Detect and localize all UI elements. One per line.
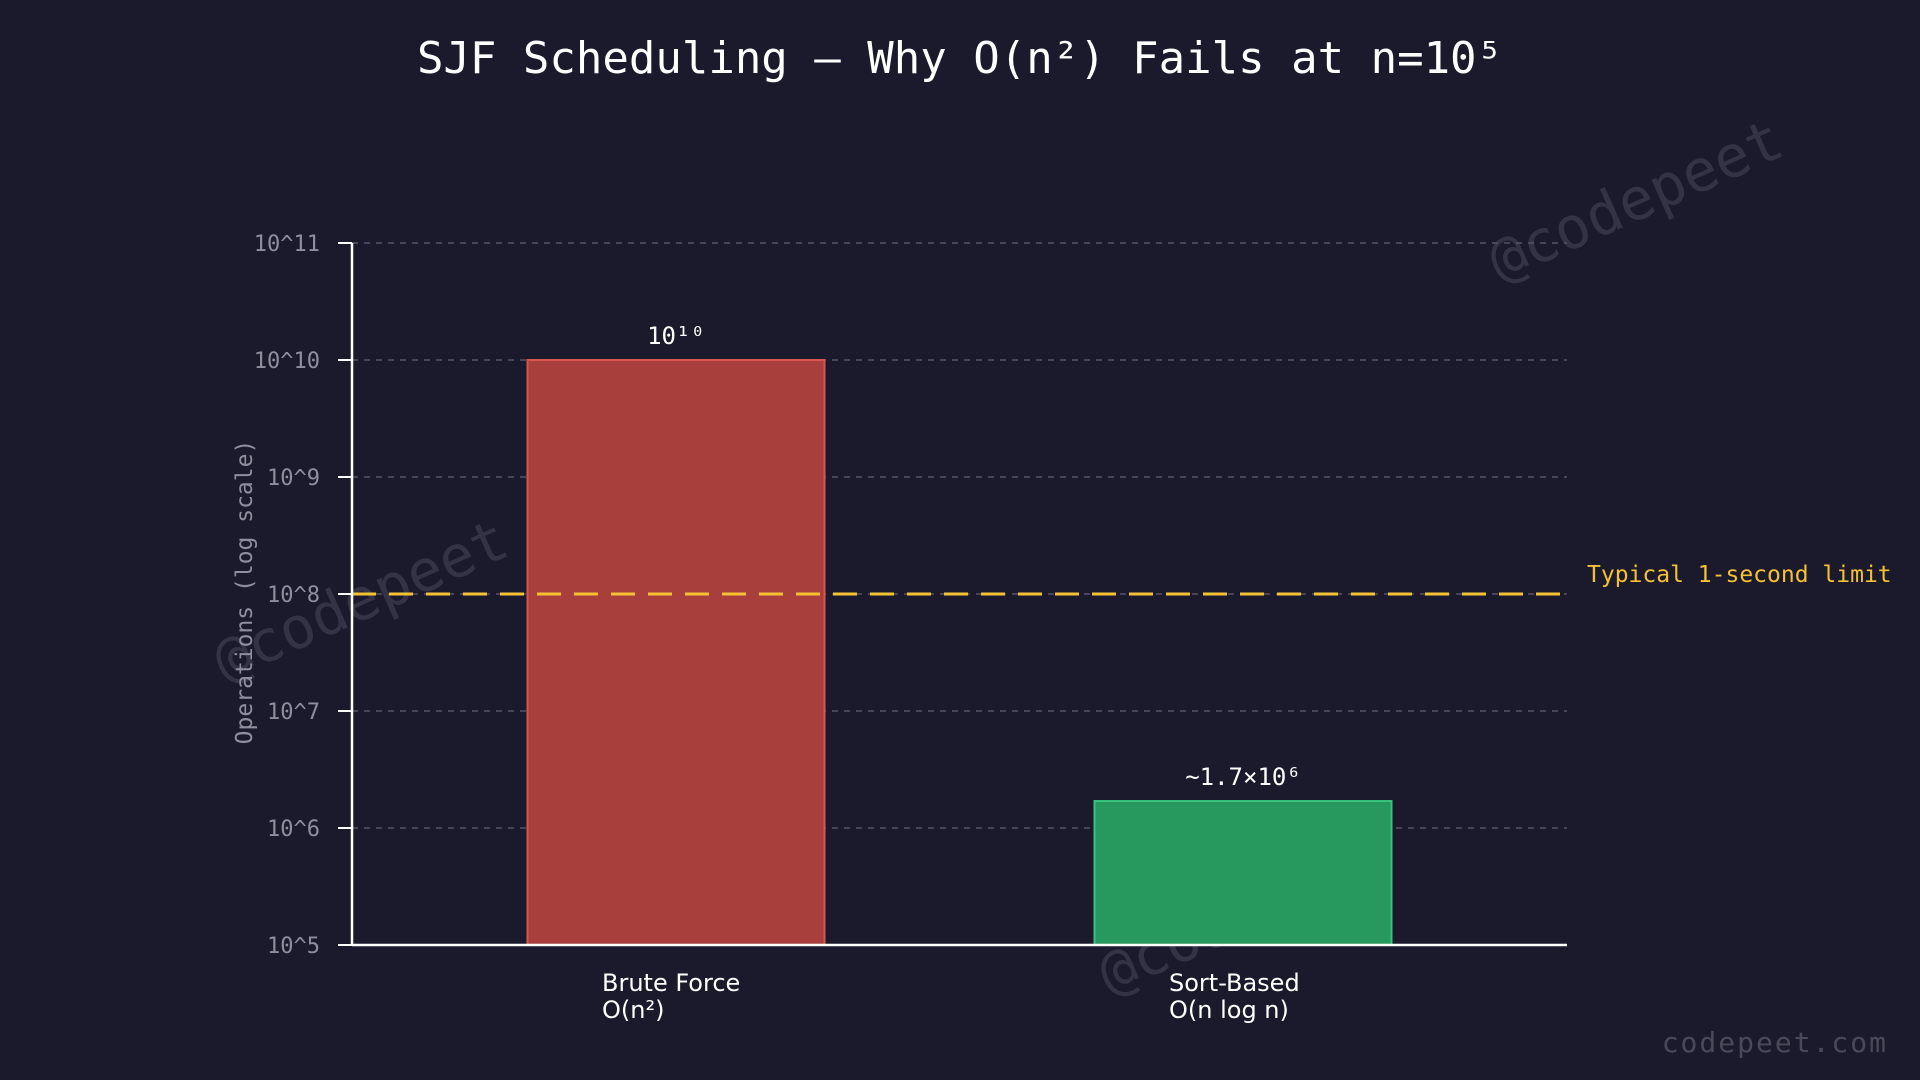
chart-title: SJF Scheduling — Why O(n²) Fails at n=10… xyxy=(417,33,1503,84)
x-category-line: Brute Force xyxy=(602,969,740,997)
x-category-line: O(n log n) xyxy=(1169,996,1289,1024)
x-category-label: Brute Force O(n²) xyxy=(602,969,740,1024)
x-category-labels: Brute Force O(n²) Sort-Based O(n log n) xyxy=(602,969,1300,1024)
x-category-line: Sort-Based xyxy=(1169,969,1300,997)
data-labels: 10¹⁰ ~1.7×10⁶ xyxy=(647,322,1301,791)
y-tick-label: 10^10 xyxy=(254,349,320,374)
y-tick-label: 10^5 xyxy=(267,934,320,959)
watermark: @codepeet xyxy=(1478,105,1793,295)
watermark-layer: @codepeet @codepeet @codepeet xyxy=(203,105,1793,1008)
y-tick-label: 10^9 xyxy=(267,466,320,491)
reference-line-label: Typical 1-second limit xyxy=(1587,562,1892,588)
y-axis-label: Operations (log scale) xyxy=(232,440,258,745)
bar xyxy=(526,359,826,946)
reference-line-group: Typical 1-second limit xyxy=(352,562,1892,596)
data-label: 10¹⁰ xyxy=(647,322,705,350)
x-category-label: Sort-Based O(n log n) xyxy=(1169,969,1300,1024)
bars xyxy=(526,359,1393,946)
bar xyxy=(1093,800,1393,946)
y-tick-label: 10^6 xyxy=(267,817,320,842)
x-category-line: O(n²) xyxy=(602,996,664,1024)
y-tick-label: 10^8 xyxy=(267,583,320,608)
y-tick-label: 10^7 xyxy=(267,700,320,725)
y-ticks: 10^5 10^6 10^7 10^8 10^9 10^10 10^11 xyxy=(254,232,352,959)
footer-site: codepeet.com xyxy=(1662,1026,1888,1059)
y-tick-label: 10^11 xyxy=(254,232,320,257)
data-label: ~1.7×10⁶ xyxy=(1185,763,1301,791)
